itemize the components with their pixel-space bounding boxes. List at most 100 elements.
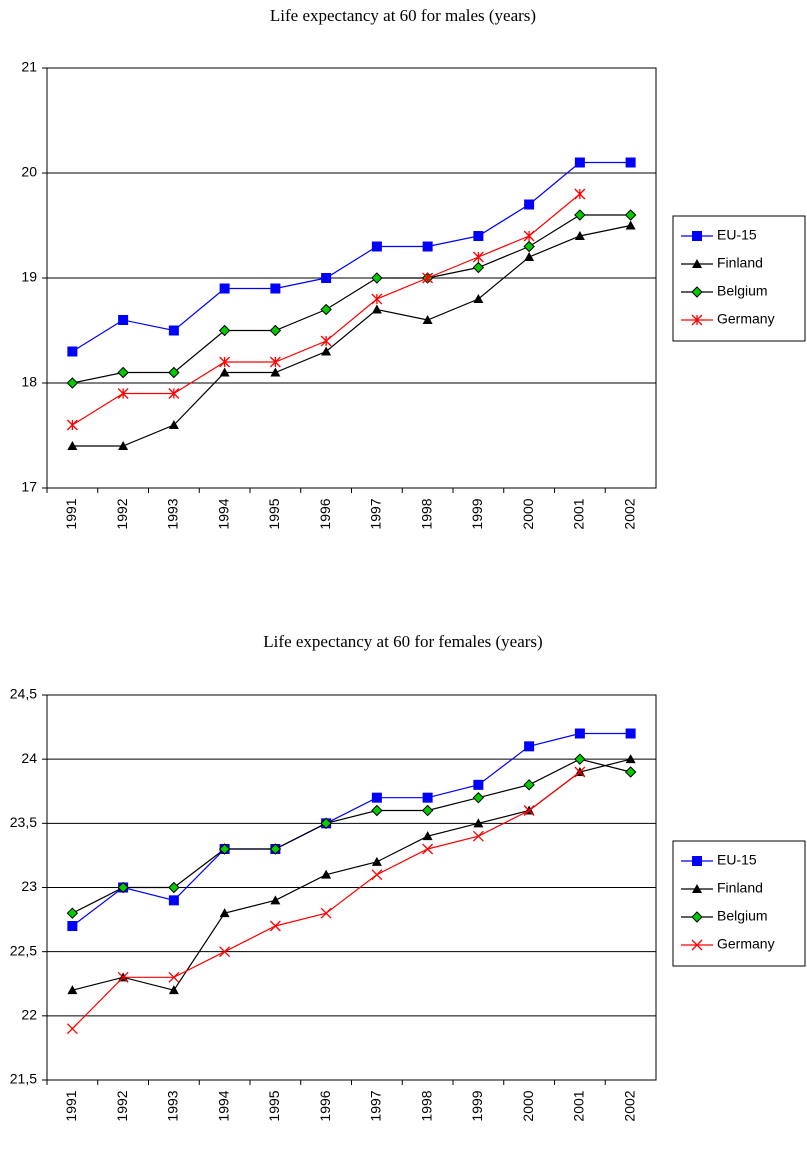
marker <box>371 869 383 881</box>
marker <box>66 907 79 919</box>
marker <box>269 843 282 855</box>
marker <box>625 754 636 764</box>
marker <box>320 303 332 316</box>
marker <box>118 441 129 450</box>
marker <box>523 230 535 242</box>
marker <box>574 766 586 778</box>
marker <box>67 441 78 450</box>
marker <box>473 818 484 828</box>
marker <box>473 231 484 241</box>
y-tick-label: 24,5 <box>10 686 37 702</box>
series-line <box>72 732 631 927</box>
y-tick-label: 18 <box>21 374 37 390</box>
marker <box>692 856 702 866</box>
marker <box>574 157 585 168</box>
marker <box>67 921 78 931</box>
marker <box>472 830 484 842</box>
legend: EU-15 Finland Belgium Germany <box>672 840 806 967</box>
y-tick-label: 22,5 <box>10 942 37 958</box>
marker <box>371 241 382 252</box>
marker <box>168 366 180 379</box>
marker <box>66 419 78 431</box>
marker <box>320 335 332 347</box>
marker <box>625 220 636 230</box>
marker <box>473 294 484 303</box>
marker <box>67 346 78 357</box>
marker <box>574 728 585 739</box>
x-tick-label: 1993 <box>165 498 181 529</box>
marker <box>524 199 535 210</box>
series-line <box>72 758 631 991</box>
x-tick-label: 1999 <box>469 1090 485 1121</box>
marker <box>320 817 332 830</box>
marker <box>219 908 230 918</box>
marker <box>219 367 230 377</box>
marker <box>168 325 179 336</box>
marker <box>168 881 180 894</box>
marker <box>421 804 434 817</box>
marker <box>371 272 383 284</box>
marker <box>422 315 433 324</box>
marker <box>269 356 281 368</box>
marker <box>691 911 703 923</box>
marker <box>422 831 433 841</box>
series-line <box>71 771 581 1030</box>
x-tick-label: 1995 <box>266 1090 282 1121</box>
marker <box>624 766 637 778</box>
marker <box>625 157 636 168</box>
x-tick-label: 1991 <box>63 498 79 529</box>
x-tick-label: 1998 <box>418 1090 434 1121</box>
x-tick-label: 1994 <box>215 1090 231 1121</box>
marker <box>321 869 332 879</box>
marker <box>422 241 433 252</box>
legend-label: Belgium <box>717 283 768 299</box>
marker <box>371 804 383 817</box>
marker <box>270 367 281 377</box>
y-tick-label: 21,5 <box>10 1071 37 1087</box>
x-tick-label: 1997 <box>368 1090 384 1121</box>
legend-label: EU-15 <box>717 227 757 243</box>
x-tick-label: 1998 <box>418 498 434 529</box>
marker <box>117 881 129 894</box>
legend-label: Finland <box>717 255 763 271</box>
marker <box>422 792 433 803</box>
marker <box>692 884 702 893</box>
series-line <box>72 214 631 384</box>
y-tick-label: 20 <box>21 164 37 180</box>
x-tick-label: 2000 <box>520 498 536 529</box>
marker <box>66 1023 78 1035</box>
marker <box>219 946 231 958</box>
x-tick-label: 2002 <box>621 498 637 529</box>
marker <box>219 356 231 368</box>
marker <box>168 895 179 906</box>
marker <box>371 856 382 866</box>
marker <box>524 252 535 261</box>
marker <box>523 779 535 791</box>
marker <box>472 261 485 274</box>
x-tick-label: 1995 <box>266 498 282 529</box>
x-tick-label: 1994 <box>215 498 231 529</box>
marker <box>218 324 231 337</box>
marker <box>117 388 129 399</box>
x-tick-label: 1993 <box>165 1090 181 1121</box>
marker <box>624 209 637 221</box>
marker <box>692 231 702 241</box>
marker <box>117 366 129 379</box>
marker <box>168 388 180 399</box>
legend-label: Germany <box>717 311 775 327</box>
marker <box>574 753 586 765</box>
x-tick-label: 1999 <box>469 498 485 529</box>
legend: EU-15 Finland Belgium Germany <box>672 215 806 342</box>
marker <box>691 939 703 951</box>
marker <box>691 286 703 298</box>
x-tick-label: 1997 <box>368 498 384 529</box>
series-line <box>72 161 631 353</box>
marker <box>472 251 484 263</box>
marker <box>269 920 281 932</box>
legend-label: Finland <box>717 880 763 896</box>
chart: Life expectancy at 60 for females (years… <box>10 632 806 1122</box>
x-tick-label: 1996 <box>317 1090 333 1121</box>
marker <box>270 895 281 905</box>
marker <box>321 346 332 356</box>
